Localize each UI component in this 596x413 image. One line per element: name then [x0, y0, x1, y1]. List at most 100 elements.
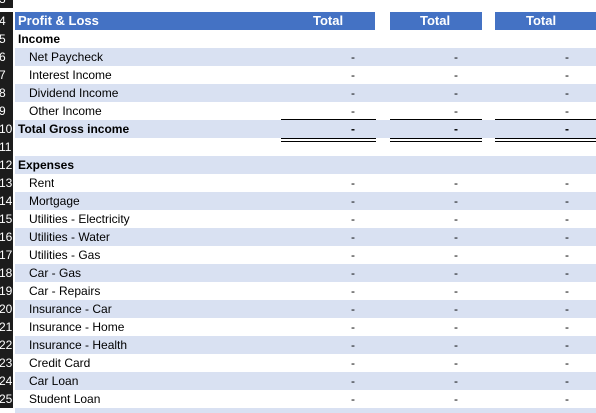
row-number-10[interactable]: 10 — [0, 120, 13, 138]
expense-label[interactable]: Car - Repairs — [29, 284, 101, 298]
income-label[interactable]: Net Paycheck — [29, 50, 104, 64]
income-value[interactable]: - — [351, 86, 355, 100]
expense-value[interactable]: - — [565, 284, 569, 298]
row-number-21[interactable]: 21 — [0, 318, 13, 336]
expense-value[interactable]: - — [351, 392, 355, 406]
expense-label[interactable]: Rent — [29, 176, 55, 190]
row-number-15[interactable]: 15 — [0, 210, 13, 228]
row-number-19[interactable]: 19 — [0, 282, 13, 300]
income-label[interactable]: Dividend Income — [29, 86, 119, 100]
income-value[interactable]: - — [454, 68, 458, 82]
expense-label[interactable]: Utilities - Water — [29, 230, 110, 244]
expense-value[interactable]: - — [351, 266, 355, 280]
row-number-14[interactable]: 14 — [0, 192, 13, 210]
expense-label[interactable]: Credit Card — [29, 356, 91, 370]
expense-value[interactable]: - — [565, 392, 569, 406]
row-number-12[interactable]: 12 — [0, 156, 13, 174]
expense-value[interactable]: - — [565, 320, 569, 334]
expense-label[interactable]: Insurance - Car — [29, 302, 112, 316]
expense-value[interactable]: - — [565, 212, 569, 226]
expense-value[interactable]: - — [351, 248, 355, 262]
expense-label[interactable]: Student Loan — [29, 392, 101, 406]
expense-value[interactable]: - — [454, 212, 458, 226]
expense-label[interactable]: Utilities - Gas — [29, 248, 101, 262]
expense-value[interactable]: - — [454, 320, 458, 334]
row-number-13[interactable]: 13 — [0, 174, 13, 192]
row-number-4[interactable]: 4 — [0, 12, 13, 30]
expense-value[interactable]: - — [351, 302, 355, 316]
expense-value[interactable]: - — [454, 176, 458, 190]
expense-value[interactable]: - — [351, 338, 355, 352]
expense-value[interactable]: - — [565, 230, 569, 244]
row-number-22[interactable]: 22 — [0, 336, 13, 354]
row-number-23[interactable]: 23 — [0, 354, 13, 372]
income-label[interactable]: Other Income — [29, 104, 102, 118]
income-value[interactable]: - — [351, 104, 355, 118]
row-number-6[interactable]: 6 — [0, 48, 13, 66]
expense-value[interactable]: - — [454, 248, 458, 262]
income-heading[interactable]: Income — [18, 32, 61, 46]
total-gross-value[interactable]: - — [565, 122, 569, 136]
total-gross-value[interactable]: - — [351, 122, 355, 136]
total-gross-value[interactable]: - — [454, 122, 458, 136]
expense-value[interactable]: - — [351, 212, 355, 226]
expense-value[interactable]: - — [454, 194, 458, 208]
income-value[interactable]: - — [565, 104, 569, 118]
pl-title[interactable]: Profit & Loss — [18, 13, 99, 28]
expense-value[interactable]: - — [454, 302, 458, 316]
expense-label[interactable]: Insurance - Health — [29, 338, 128, 352]
total-gross-income-label[interactable]: Total Gross income — [18, 122, 130, 136]
income-value[interactable]: - — [565, 86, 569, 100]
income-value[interactable]: - — [565, 50, 569, 64]
expense-label[interactable]: Utilities - Electricity — [29, 212, 130, 226]
expense-value[interactable]: - — [565, 374, 569, 388]
income-value[interactable]: - — [454, 104, 458, 118]
expense-value[interactable]: - — [454, 392, 458, 406]
expense-value[interactable]: - — [351, 230, 355, 244]
expense-value[interactable]: - — [454, 230, 458, 244]
row-number-9[interactable]: 9 — [0, 102, 13, 120]
expense-value[interactable]: - — [351, 194, 355, 208]
expense-value[interactable]: - — [454, 374, 458, 388]
row-number-5[interactable]: 5 — [0, 30, 13, 48]
header-total-3[interactable]: Total — [526, 13, 557, 28]
expense-value[interactable]: - — [565, 338, 569, 352]
row-number-20[interactable]: 20 — [0, 300, 13, 318]
expense-value[interactable]: - — [454, 266, 458, 280]
row-number-25[interactable]: 25 — [0, 390, 13, 408]
expense-value[interactable]: - — [565, 248, 569, 262]
expense-value[interactable]: - — [351, 284, 355, 298]
row-number-24[interactable]: 24 — [0, 372, 13, 390]
row-number-3[interactable]: 3 — [0, 0, 13, 8]
expense-label[interactable]: Mortgage — [29, 194, 80, 208]
income-value[interactable]: - — [454, 86, 458, 100]
row-number-8[interactable]: 8 — [0, 84, 13, 102]
expense-value[interactable]: - — [454, 356, 458, 370]
income-value[interactable]: - — [351, 50, 355, 64]
expense-value[interactable]: - — [351, 374, 355, 388]
header-total-2[interactable]: Total — [420, 13, 451, 28]
expense-value[interactable]: - — [565, 266, 569, 280]
row-number-17[interactable]: 17 — [0, 246, 13, 264]
row-number-16[interactable]: 16 — [0, 228, 13, 246]
income-value[interactable]: - — [454, 50, 458, 64]
expense-value[interactable]: - — [565, 356, 569, 370]
income-label[interactable]: Interest Income — [29, 68, 112, 82]
row-number-18[interactable]: 18 — [0, 264, 13, 282]
expense-label[interactable]: Car Loan — [29, 374, 79, 388]
expenses-heading[interactable]: Expenses — [18, 158, 75, 172]
income-value[interactable]: - — [565, 68, 569, 82]
expense-value[interactable]: - — [454, 284, 458, 298]
row-number-11[interactable]: 11 — [0, 138, 13, 156]
expense-value[interactable]: - — [565, 302, 569, 316]
header-total-1[interactable]: Total — [313, 13, 344, 28]
income-value[interactable]: - — [351, 68, 355, 82]
expense-value[interactable]: - — [351, 176, 355, 190]
expense-value[interactable]: - — [565, 176, 569, 190]
expense-value[interactable]: - — [454, 338, 458, 352]
expense-value[interactable]: - — [351, 356, 355, 370]
expense-label[interactable]: Car - Gas — [29, 266, 82, 280]
expense-value[interactable]: - — [565, 194, 569, 208]
row-number-7[interactable]: 7 — [0, 66, 13, 84]
expense-label[interactable]: Insurance - Home — [29, 320, 125, 334]
